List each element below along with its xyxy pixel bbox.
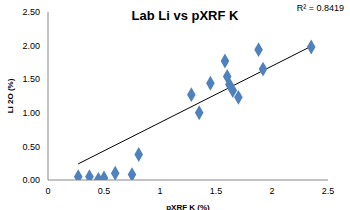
svg-text:2: 2 bbox=[269, 186, 274, 196]
svg-text:0.00: 0.00 bbox=[22, 175, 40, 185]
html-text:Lab Li vs pXRF K: Lab Li vs pXRF K bbox=[131, 8, 239, 23]
svg-text:Li 2O (%): Li 2O (%) bbox=[8, 78, 15, 113]
svg-text:0: 0 bbox=[45, 186, 50, 196]
svg-text:2.5: 2.5 bbox=[322, 186, 335, 196]
svg-text:2.50: 2.50 bbox=[22, 7, 40, 17]
svg-text:1.50: 1.50 bbox=[22, 74, 40, 84]
svg-text:0.5: 0.5 bbox=[98, 186, 111, 196]
svg-text:2.00: 2.00 bbox=[22, 41, 40, 51]
svg-text:1: 1 bbox=[157, 186, 162, 196]
svg-text:1.00: 1.00 bbox=[22, 108, 40, 118]
svg-text:0.50: 0.50 bbox=[22, 142, 40, 152]
svg-text:1.5: 1.5 bbox=[210, 186, 223, 196]
svg-text:pXRF K (%): pXRF K (%) bbox=[166, 203, 210, 210]
html-text:R² = 0.8419: R² = 0.8419 bbox=[296, 3, 344, 13]
